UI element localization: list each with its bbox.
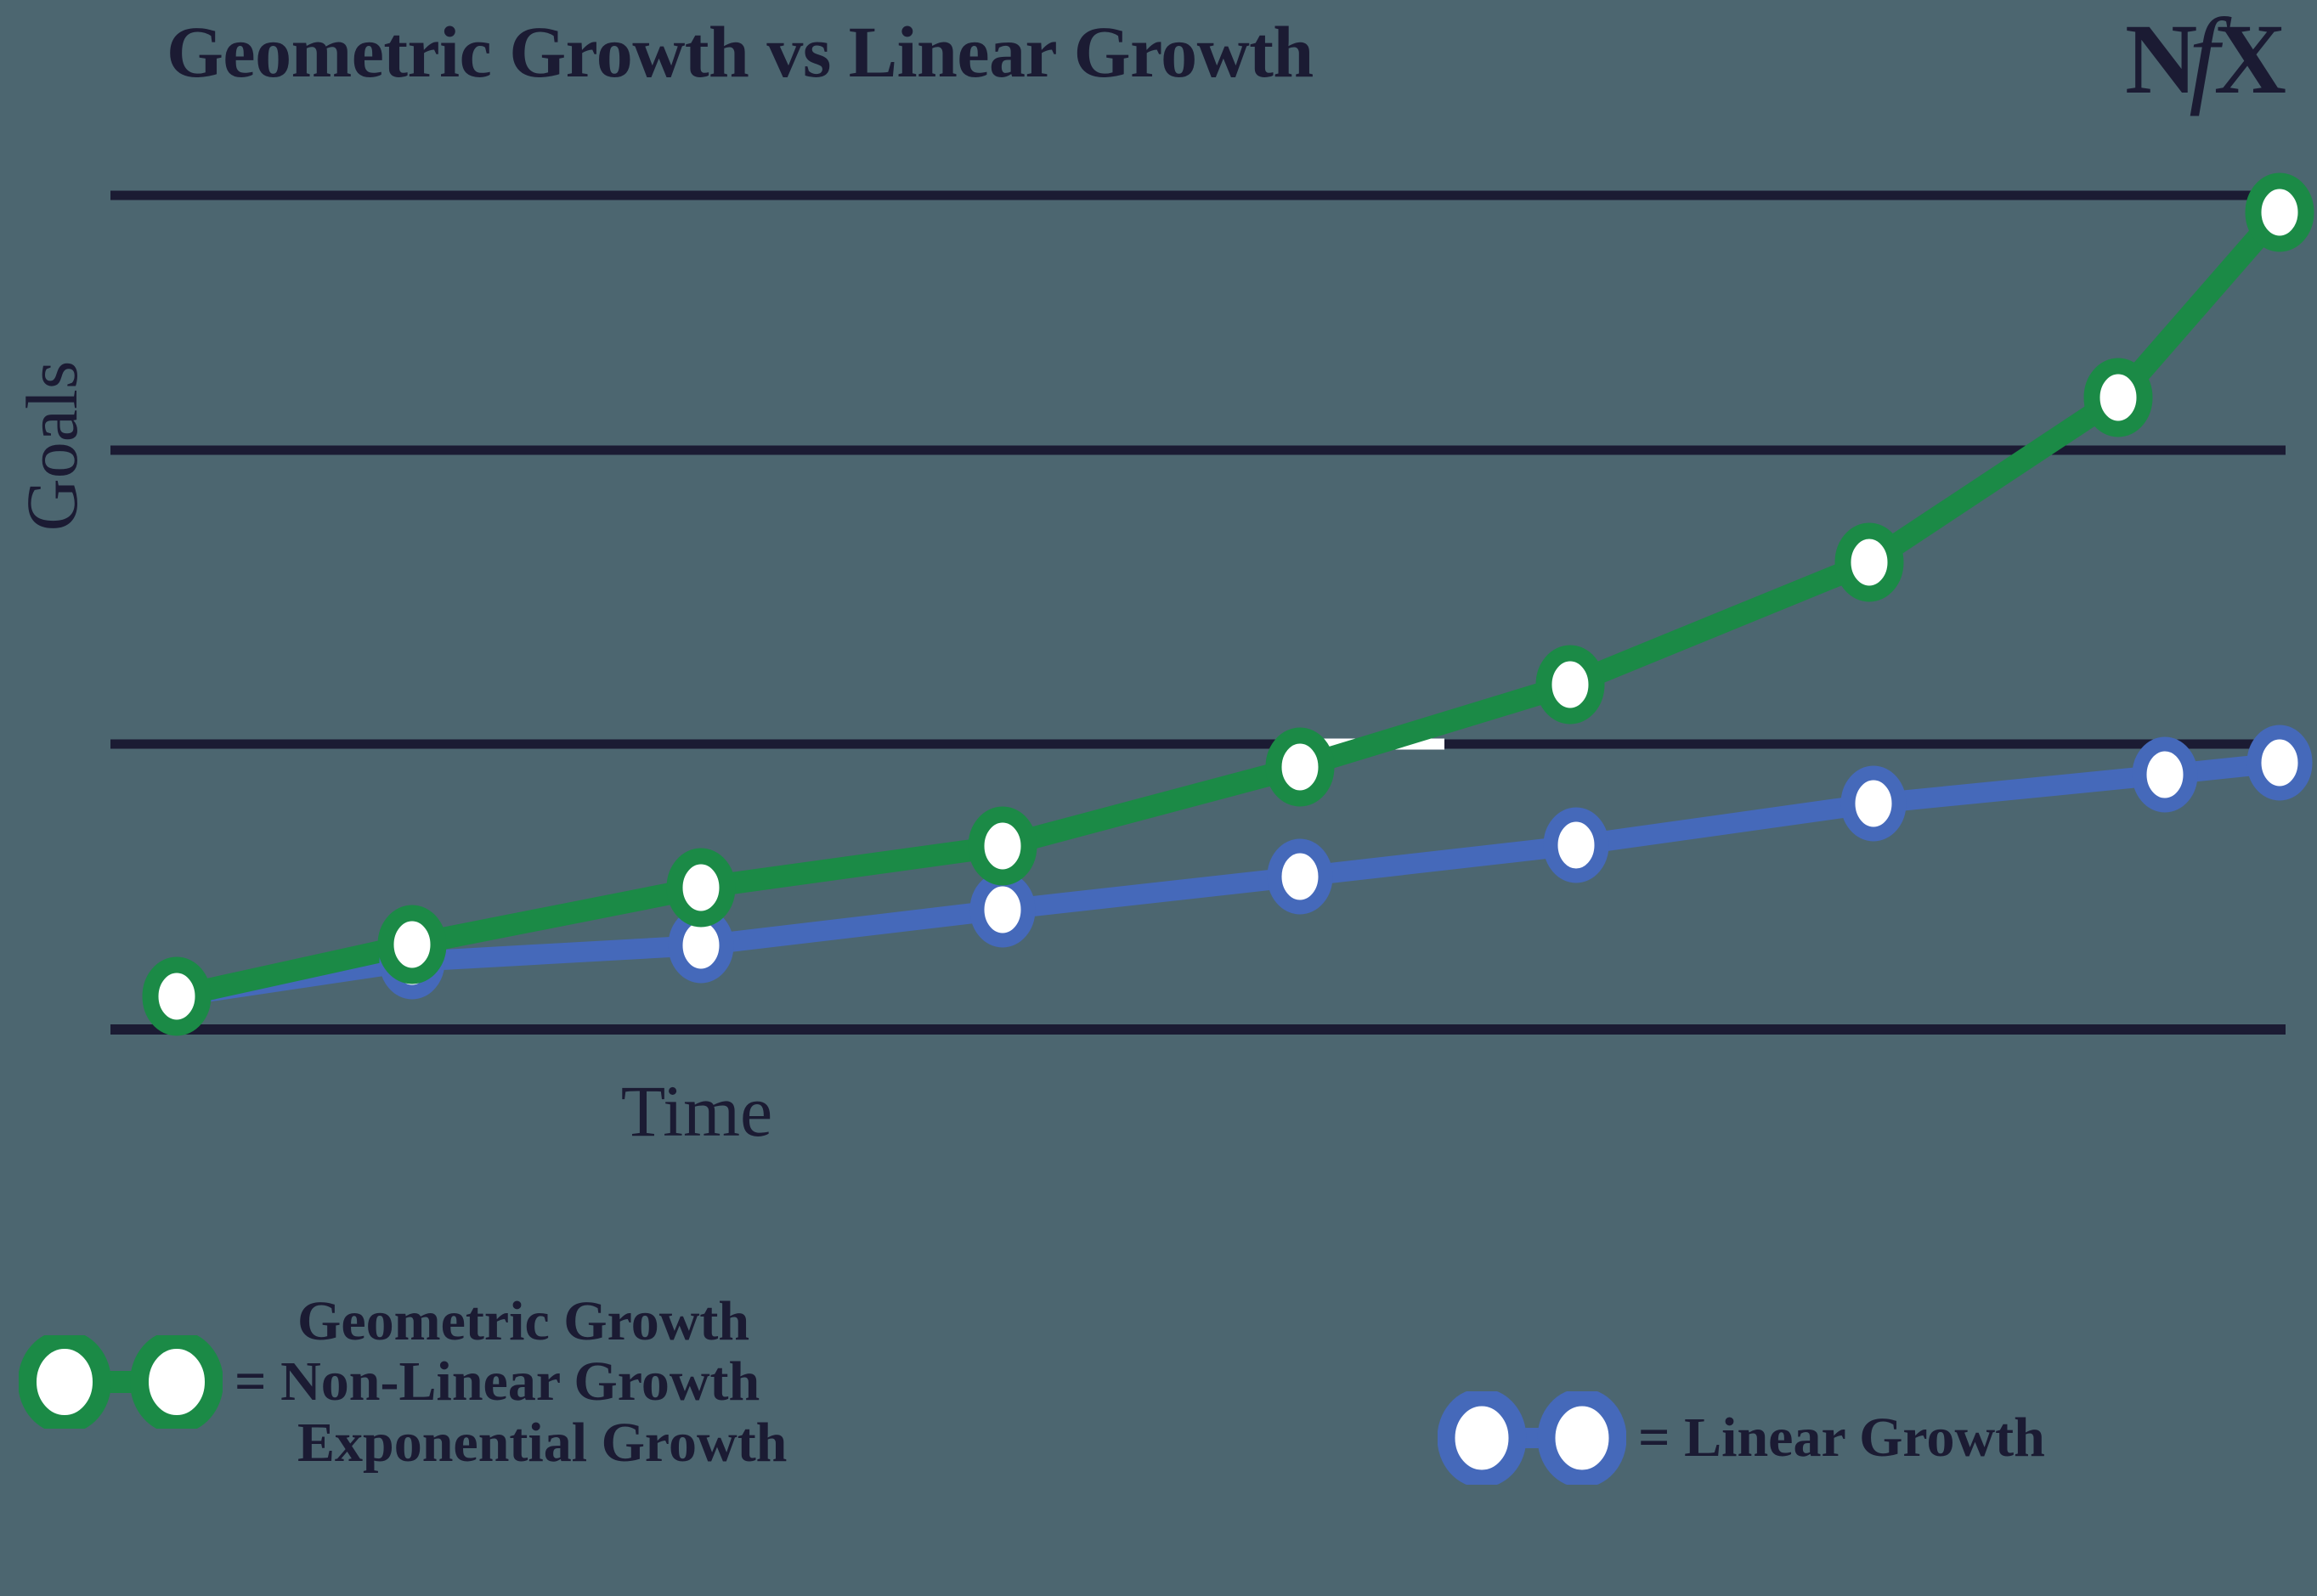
markers-geometric-growth [142,172,2314,1036]
series-linear-growth [167,753,2290,1007]
page-title: Geometric Growth vs Linear Growth [167,11,1314,93]
linear-data-point-8 [2246,725,2313,801]
y-axis-label: Goals [11,360,93,532]
plot-area: Goals Time [11,172,2314,1152]
blue-line-marker-icon [1438,1391,1626,1485]
gridlines-group [110,190,2286,1035]
geometric-data-point-1 [377,905,447,984]
x-axis-label: Time [620,1070,773,1152]
linear-data-point-4 [1267,838,1333,915]
geometric-data-point-0 [142,956,212,1036]
geometric-data-point-5 [1535,645,1605,725]
legend-label-geometric-line3: Exponential Growth [297,1411,788,1474]
linear-data-point-7 [2132,736,2198,813]
geometric-data-point-4 [1265,727,1335,807]
legend-label-geometric-line1: Geometric Growth [297,1290,750,1352]
linear-growth-line [167,753,2290,1007]
logo-letter-x: X [2213,3,2286,115]
geometric-data-point-7 [2083,358,2153,437]
green-line-marker-icon [19,1334,223,1429]
logo-letter-n: N [2125,3,2198,115]
logo-letter-f: f [2189,0,2219,116]
legend-label-geometric: Geometric Growth = Non-Linear Growth Exp… [235,1291,787,1473]
legend-label-geometric-line2: = Non-Linear Growth [235,1351,760,1413]
geometric-data-point-3 [968,806,1037,886]
chart-plot-svg [110,172,2314,1036]
nfx-logo: NfX [2125,0,2286,116]
linear-data-point-6 [1840,765,1907,842]
geometric-data-point-2 [666,848,736,928]
geometric-data-point-8 [2245,172,2314,252]
linear-data-point-3 [969,871,1036,948]
legend-item-geometric-growth[interactable]: Geometric Growth = Non-Linear Growth Exp… [19,1291,787,1473]
legend-item-linear-growth[interactable]: = Linear Growth [1438,1391,2045,1485]
chart-legend: Geometric Growth = Non-Linear Growth Exp… [0,1283,2317,1596]
legend-label-linear: = Linear Growth [1638,1407,2045,1469]
geometric-data-point-6 [1834,522,1904,602]
linear-data-point-5 [1543,807,1609,883]
